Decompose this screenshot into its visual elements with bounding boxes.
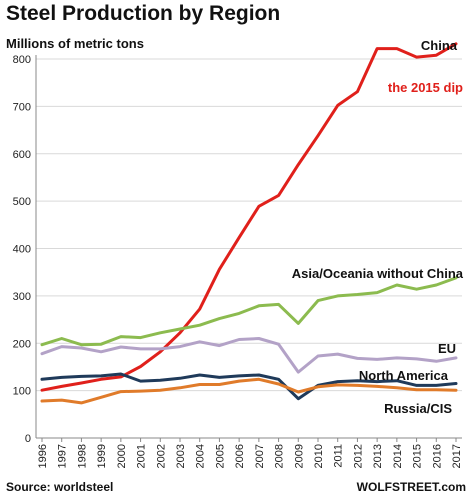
brand-logo-text: WOLFSTREET.com [356, 480, 466, 494]
x-tick-label: 2013 [372, 444, 384, 468]
annotation: the 2015 dip [388, 80, 463, 95]
y-tick-label: 0 [25, 433, 31, 445]
series-line-north-america [40, 372, 458, 401]
x-tick-label: 2017 [451, 444, 463, 468]
x-tick-label: 1997 [57, 444, 69, 468]
x-tick-label: 2015 [412, 444, 424, 468]
x-tick-label: 2012 [352, 444, 364, 468]
y-tick-label: 600 [13, 149, 31, 161]
x-tick-label: 2001 [136, 444, 148, 468]
x-tick-label: 2008 [274, 444, 286, 468]
x-tick-label: 2000 [116, 444, 128, 468]
x-tick-label: 2014 [392, 444, 404, 468]
series-label: China [421, 38, 458, 53]
series-line-asia-oceania-without-china [40, 276, 458, 347]
x-tick-labels: 1996 1997 1998 1999 2000 2001 2002 2003 2004 2005… [37, 438, 463, 468]
series-lines [40, 42, 458, 405]
x-tick-label: 1996 [37, 444, 49, 468]
series-label: North America [359, 368, 449, 383]
x-tick-label: 2006 [234, 444, 246, 468]
series-line-eu [40, 337, 458, 374]
y-tick-label: 400 [13, 244, 31, 256]
series-label: Russia/CIS [384, 401, 452, 416]
y-axis-label: Millions of metric tons [6, 36, 144, 51]
x-tick-label: 2011 [333, 444, 345, 468]
x-tick-label: 2010 [313, 444, 325, 468]
y-tick-label: 100 [13, 386, 31, 398]
x-tick-label: 2016 [431, 444, 443, 468]
x-tick-label: 2002 [155, 444, 167, 468]
x-tick-label: 1998 [76, 444, 88, 468]
y-tick-labels: 0 100 200 300 400 500 600 700 800 [13, 54, 31, 445]
y-tick-label: 200 [13, 338, 31, 350]
chart-title: Steel Production by Region [6, 2, 281, 25]
axes [35, 55, 462, 439]
source-note: Source: worldsteel [6, 480, 114, 494]
y-tick-label: 700 [13, 101, 31, 113]
series-label: Asia/Oceania without China [292, 266, 464, 281]
x-tick-label: 1999 [96, 444, 108, 468]
series-labels: China Asia/Oceania without China EU North A… [292, 38, 464, 416]
y-tick-label: 500 [13, 196, 31, 208]
y-tick-label: 800 [13, 54, 31, 66]
y-tick-label: 300 [13, 291, 31, 303]
x-tick-label: 2007 [254, 444, 266, 468]
x-tick-label: 2005 [214, 444, 226, 468]
series-label: EU [438, 341, 456, 356]
x-tick-label: 2004 [195, 444, 207, 468]
series-line-china [40, 42, 458, 392]
x-tick-label: 2003 [175, 444, 187, 468]
x-tick-label: 2009 [293, 444, 305, 468]
series-line-russia-cis [40, 377, 458, 405]
